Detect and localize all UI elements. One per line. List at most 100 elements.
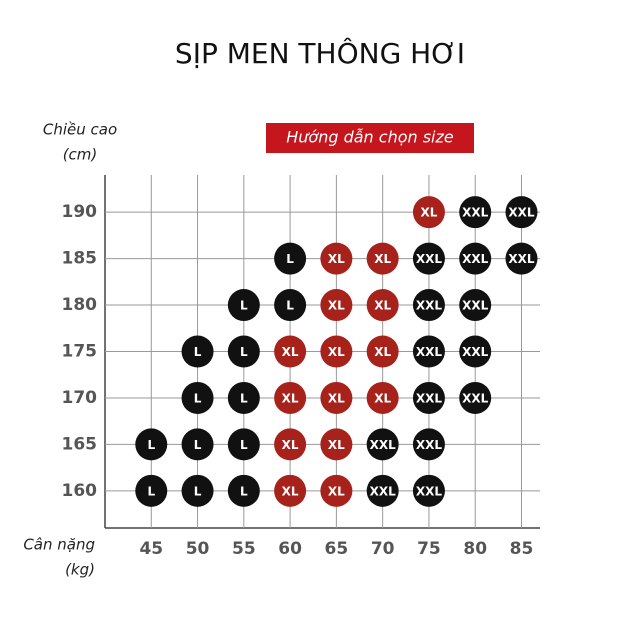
size-label: XL xyxy=(420,206,437,220)
size-label: XL xyxy=(328,299,345,313)
size-dot xyxy=(181,428,214,461)
x-tick-label: 45 xyxy=(139,539,163,559)
size-label: L xyxy=(194,484,202,498)
size-dot xyxy=(366,428,399,461)
y-tick-label: 175 xyxy=(62,342,98,362)
size-label: XXL xyxy=(462,206,489,220)
size-label: XXL xyxy=(508,206,535,220)
size-dot xyxy=(227,335,260,368)
x-tick-label: 50 xyxy=(186,539,210,559)
x-label: (kg) xyxy=(65,561,95,579)
size-label: L xyxy=(194,391,202,405)
size-label: XXL xyxy=(462,345,489,359)
size-dot xyxy=(227,381,260,414)
y-label: (cm) xyxy=(63,146,98,164)
size-dot xyxy=(181,335,214,368)
size-label: XL xyxy=(328,345,345,359)
size-label: L xyxy=(194,345,202,359)
size-label: L xyxy=(240,299,248,313)
size-label: XL xyxy=(282,391,299,405)
size-dot xyxy=(366,242,399,275)
size-dot xyxy=(274,242,307,275)
size-dot xyxy=(459,196,492,229)
banner-bg xyxy=(266,123,474,153)
size-dot xyxy=(366,381,399,414)
size-label: XL xyxy=(282,484,299,498)
size-label: L xyxy=(240,484,248,498)
banner: Hướng dẫn chọn size xyxy=(286,128,454,147)
size-label: XXL xyxy=(508,252,535,266)
size-dot xyxy=(181,381,214,414)
size-label: XL xyxy=(374,299,391,313)
size-dot xyxy=(227,474,260,507)
size-dot xyxy=(274,289,307,322)
size-label: XXL xyxy=(462,252,489,266)
size-dot xyxy=(320,242,353,275)
size-dot xyxy=(320,335,353,368)
size-label: XXL xyxy=(416,484,443,498)
size-label: XXL xyxy=(416,391,443,405)
size-dot xyxy=(181,474,214,507)
y-label: Chiều cao xyxy=(43,121,117,139)
size-label: XL xyxy=(328,252,345,266)
size-dot xyxy=(412,335,445,368)
x-tick-label: 60 xyxy=(278,539,302,559)
size-dot xyxy=(320,428,353,461)
size-dot xyxy=(505,242,538,275)
size-label: XXL xyxy=(462,299,489,313)
size-label: L xyxy=(194,438,202,452)
y-tick-label: 185 xyxy=(62,249,98,269)
size-dot xyxy=(227,428,260,461)
size-label: XXL xyxy=(416,299,443,313)
size-label: L xyxy=(240,438,248,452)
size-label: XL xyxy=(328,391,345,405)
size-label: XL xyxy=(282,345,299,359)
size-dot xyxy=(459,335,492,368)
size-dot xyxy=(227,289,260,322)
x-tick-label: 80 xyxy=(463,539,487,559)
size-dot xyxy=(412,428,445,461)
size-dot xyxy=(320,381,353,414)
size-dot xyxy=(135,474,168,507)
size-label: XXL xyxy=(416,345,443,359)
size-label: L xyxy=(147,484,155,498)
size-label: XL xyxy=(282,438,299,452)
size-dot xyxy=(366,289,399,322)
x-tick-label: 65 xyxy=(325,539,349,559)
chart-title: SỊP MEN THÔNG HƠI xyxy=(175,36,465,70)
size-dot xyxy=(412,196,445,229)
size-label: XXL xyxy=(462,391,489,405)
size-dot xyxy=(274,335,307,368)
size-label: L xyxy=(286,252,294,266)
size-dot xyxy=(366,474,399,507)
y-tick-label: 160 xyxy=(62,481,98,501)
size-label: XL xyxy=(374,252,391,266)
size-dot xyxy=(412,242,445,275)
size-dot xyxy=(274,381,307,414)
y-tick-label: 165 xyxy=(62,434,98,454)
size-dot xyxy=(459,242,492,275)
size-label: XL xyxy=(374,391,391,405)
size-label: L xyxy=(286,299,294,313)
size-dot xyxy=(505,196,538,229)
size-dot xyxy=(320,289,353,322)
size-dot xyxy=(412,474,445,507)
size-label: XL xyxy=(374,345,391,359)
y-tick-label: 170 xyxy=(62,388,98,408)
x-tick-label: 85 xyxy=(510,539,534,559)
x-label: Cân nặng xyxy=(23,536,95,554)
size-dot xyxy=(459,381,492,414)
y-tick-label: 190 xyxy=(62,202,98,222)
x-tick-label: 75 xyxy=(417,539,441,559)
size-dot xyxy=(135,428,168,461)
size-label: XXL xyxy=(416,438,443,452)
size-dot xyxy=(366,335,399,368)
size-label: XXL xyxy=(416,252,443,266)
size-dot xyxy=(412,381,445,414)
size-dot xyxy=(274,428,307,461)
size-label: XL xyxy=(328,438,345,452)
size-dot xyxy=(274,474,307,507)
size-dot xyxy=(320,474,353,507)
y-tick-label: 180 xyxy=(62,295,98,315)
